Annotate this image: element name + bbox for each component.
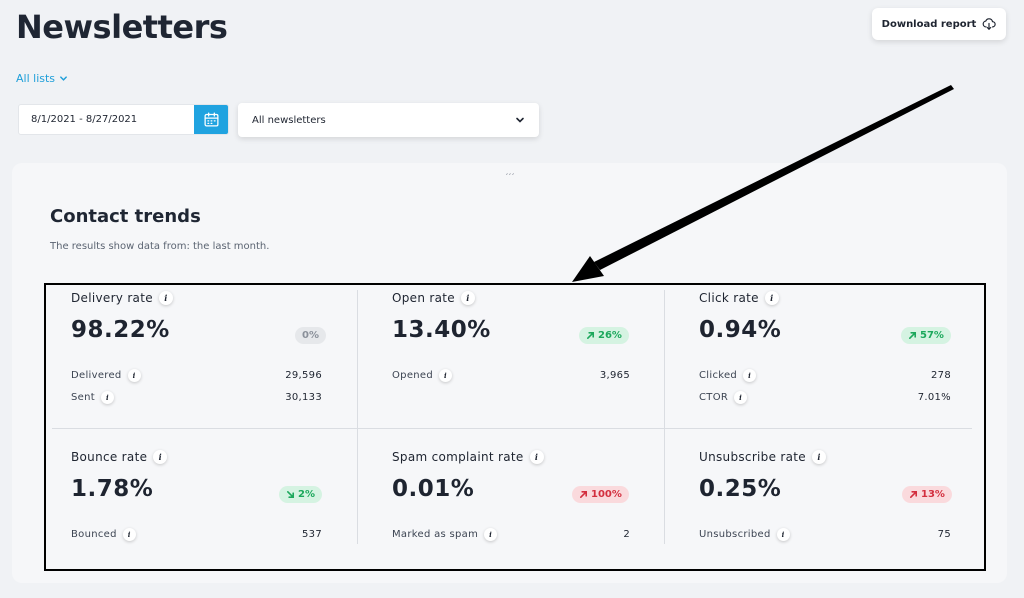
cloud-download-icon — [982, 18, 996, 30]
metric-name: Spam complaint rate — [392, 450, 524, 464]
date-range-input[interactable]: 8/1/2021 - 8/27/2021 — [31, 114, 138, 125]
stat-row: Unsubscribed i 75 — [699, 528, 951, 541]
stat-label: Bounced — [71, 529, 117, 540]
drag-handle-icon[interactable]: ′′′ — [506, 173, 516, 183]
calendar-button[interactable] — [194, 105, 228, 134]
row-divider — [52, 428, 972, 429]
stat-row: Clicked i 278 — [699, 369, 951, 382]
stat-row: Bounced i 537 — [71, 528, 322, 541]
metric-value: 0.01% — [392, 476, 475, 502]
stat-label: Opened — [392, 370, 434, 381]
info-icon[interactable]: i — [743, 369, 757, 382]
list-selector-label: All lists — [16, 72, 56, 85]
stat-value: 7.01% — [917, 392, 951, 403]
info-icon[interactable]: i — [153, 450, 168, 464]
metric-click-rate: Click rate i 0.94% — [699, 291, 781, 343]
badge-value: 57% — [920, 330, 944, 341]
newsletter-dropdown-value: All newsletters — [252, 114, 326, 126]
stat-value: 30,133 — [285, 392, 322, 403]
stat-label: Sent — [71, 392, 95, 403]
newsletter-dropdown[interactable]: All newsletters — [238, 103, 539, 137]
metric-value: 1.78% — [71, 476, 154, 502]
badge-value: 26% — [598, 330, 622, 341]
metric-delivery-rate: Delivery rate i 98.22% — [71, 291, 173, 343]
annotation-highlight-box — [44, 283, 986, 571]
metric-name: Delivery rate — [71, 291, 153, 305]
metric-bounce-rate: Bounce rate i 1.78% — [71, 450, 168, 502]
arrow-down-right-icon — [286, 490, 295, 499]
stat-value: 75 — [937, 529, 951, 540]
stat-label: Clicked — [699, 370, 738, 381]
stat-label: Marked as spam — [392, 529, 479, 540]
info-icon[interactable]: i — [127, 369, 141, 382]
column-divider — [357, 290, 358, 544]
metric-spam-complaint-rate: Spam complaint rate i 0.01% — [392, 450, 544, 502]
stat-value: 537 — [302, 529, 322, 540]
stat-row: Sent i 30,133 — [71, 391, 322, 404]
list-selector[interactable]: All lists — [16, 72, 68, 85]
chevron-down-icon — [516, 117, 524, 123]
column-divider — [664, 290, 665, 544]
metric-value: 0.25% — [699, 476, 782, 502]
info-icon[interactable]: i — [484, 528, 498, 541]
stat-row: CTOR i 7.01% — [699, 391, 951, 404]
arrow-up-right-icon — [908, 331, 917, 340]
info-icon[interactable]: i — [734, 391, 748, 404]
metric-value: 0.94% — [699, 317, 782, 343]
metric-name: Bounce rate — [71, 450, 148, 464]
trend-badge: 13% — [902, 486, 952, 503]
metric-open-rate: Open rate i 13.40% — [392, 291, 491, 343]
stat-row: Delivered i 29,596 — [71, 369, 322, 382]
info-icon[interactable]: i — [776, 528, 790, 541]
stat-row: Marked as spam i 2 — [392, 528, 630, 541]
badge-value: 0% — [302, 330, 319, 341]
metric-unsubscribe-rate: Unsubscribe rate i 0.25% — [699, 450, 826, 502]
stat-value: 29,596 — [285, 370, 322, 381]
info-icon[interactable]: i — [439, 369, 453, 382]
panel-title: Contact trends — [50, 206, 201, 227]
metric-name: Unsubscribe rate — [699, 450, 806, 464]
stat-value: 3,965 — [599, 370, 630, 381]
stat-label: Delivered — [71, 370, 122, 381]
info-icon[interactable]: i — [122, 528, 136, 541]
info-icon[interactable]: i — [158, 291, 173, 305]
panel-subtitle: The results show data from: the last mon… — [50, 241, 270, 252]
chevron-down-icon — [60, 76, 67, 81]
badge-value: 2% — [298, 489, 315, 500]
download-report-button[interactable]: Download report — [872, 8, 1006, 40]
stat-value: 278 — [931, 370, 951, 381]
metric-name: Open rate — [392, 291, 455, 305]
metric-name: Click rate — [699, 291, 759, 305]
trend-badge: 100% — [572, 486, 629, 503]
page-title: Newsletters — [16, 8, 228, 46]
metric-value: 13.40% — [392, 317, 491, 343]
info-icon[interactable]: i — [100, 391, 114, 404]
calendar-icon — [203, 112, 219, 127]
stat-row: Opened i 3,965 — [392, 369, 630, 382]
arrow-up-right-icon — [909, 490, 918, 499]
trend-badge: 0% — [295, 327, 326, 344]
info-icon[interactable]: i — [529, 450, 544, 464]
stat-label: CTOR — [699, 392, 729, 403]
stat-label: Unsubscribed — [699, 529, 771, 540]
badge-value: 13% — [921, 489, 945, 500]
trend-badge: 26% — [579, 327, 629, 344]
arrow-up-right-icon — [579, 490, 588, 499]
badge-value: 100% — [591, 489, 622, 500]
stat-value: 2 — [623, 529, 630, 540]
trend-badge: 2% — [279, 486, 322, 503]
metric-value: 98.22% — [71, 317, 170, 343]
info-icon[interactable]: i — [764, 291, 779, 305]
date-range-picker[interactable]: 8/1/2021 - 8/27/2021 — [18, 104, 229, 135]
trend-badge: 57% — [901, 327, 951, 344]
info-icon[interactable]: i — [460, 291, 475, 305]
download-report-label: Download report — [881, 18, 977, 30]
info-icon[interactable]: i — [811, 450, 826, 464]
arrow-up-right-icon — [586, 331, 595, 340]
